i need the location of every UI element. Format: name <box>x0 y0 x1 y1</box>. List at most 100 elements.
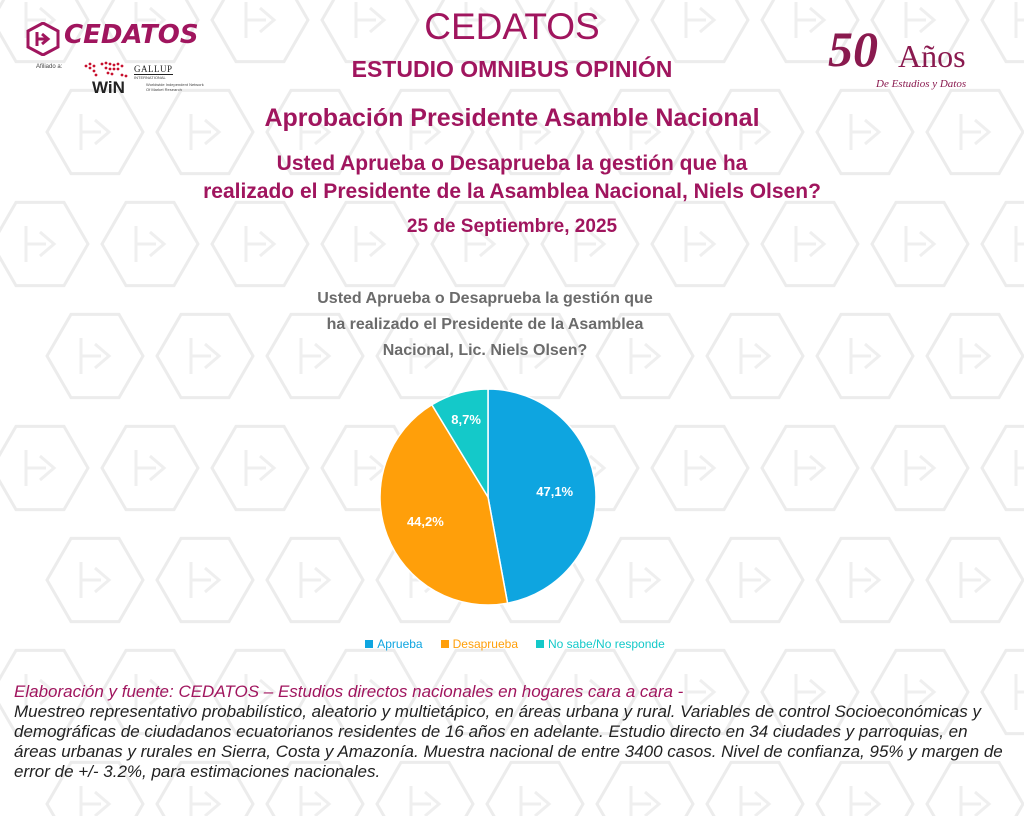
watermark-arrow <box>134 450 167 486</box>
watermark-hexagon <box>155 312 255 400</box>
watermark-hexagon <box>870 648 970 736</box>
chart-title-line-2: ha realizado el Presidente de la Asamble… <box>326 316 644 333</box>
brand-title: CEDATOS <box>424 6 600 47</box>
watermark-hexagon <box>485 88 585 176</box>
watermark-arrow <box>79 562 112 598</box>
page-heading: Aprobación Presidente Asamble Nacional <box>264 104 760 132</box>
watermark-hexagon <box>925 536 1024 624</box>
watermark-arrow <box>629 562 662 598</box>
watermark-arrow <box>299 114 332 150</box>
watermark-hexagon <box>870 0 970 64</box>
watermark-hexagon <box>980 200 1024 288</box>
watermark-hexagon <box>210 424 310 512</box>
watermark-arrow <box>79 786 112 816</box>
watermark-arrow <box>794 226 827 262</box>
watermark-arrow <box>629 338 662 374</box>
watermark-hexagon <box>760 200 860 288</box>
watermark-arrow <box>409 786 442 816</box>
watermark-hexagon <box>45 760 145 816</box>
watermark-arrow <box>849 338 882 374</box>
watermark-hexagon <box>485 312 585 400</box>
watermark-hexagon <box>760 424 860 512</box>
watermark-arrow <box>464 2 497 38</box>
watermark-hexagon <box>0 200 90 288</box>
watermark-arrow <box>629 786 662 816</box>
watermark-arrow <box>794 2 827 38</box>
pie-slice-aprueba <box>487 388 597 605</box>
watermark-arrow <box>354 674 387 710</box>
chart-title-line-1: Usted Aprueba o Desaprueba la gestión qu… <box>317 290 653 307</box>
watermark-hexagon <box>925 760 1024 816</box>
watermark-hexagon <box>45 536 145 624</box>
watermark-hexagon <box>485 760 585 816</box>
watermark-arrow <box>1014 450 1024 486</box>
win-subtext: Worldwide Independent Network Of Market … <box>146 82 204 92</box>
legend-item: Aprueba <box>365 637 423 651</box>
survey-question: Usted Aprueba o Desaprueba la gestión qu… <box>0 150 1024 206</box>
affiliation-label: Afiliado a: <box>36 64 63 70</box>
watermark-arrow <box>519 114 552 150</box>
watermark-arrow <box>574 674 607 710</box>
watermark-arrow <box>1014 226 1024 262</box>
watermark-hexagon <box>210 0 310 64</box>
watermark-hexagon <box>650 200 750 288</box>
pie-data-label: 8,7% <box>451 412 481 427</box>
watermark-arrow <box>1014 674 1024 710</box>
footer-methodology-text: Muestreo representativo probabilístico, … <box>14 702 1003 781</box>
legend-swatch <box>365 640 374 648</box>
watermark-arrow <box>574 2 607 38</box>
watermark-arrow <box>904 2 937 38</box>
watermark-hexagon <box>760 648 860 736</box>
watermark-hexagon <box>540 0 640 64</box>
watermark-hexagon <box>430 648 530 736</box>
cedatos-hexagon-icon <box>26 22 60 56</box>
watermark-hexagon <box>265 536 365 624</box>
watermark-arrow <box>189 786 222 816</box>
watermark-hexagon <box>540 648 640 736</box>
pie-data-label: 47,1% <box>536 484 573 499</box>
watermark-arrow <box>904 450 937 486</box>
watermark-hexagon <box>815 760 915 816</box>
watermark-arrow <box>299 562 332 598</box>
watermark-hexagon <box>595 536 695 624</box>
watermark-hexagon <box>375 760 475 816</box>
watermark-arrow <box>354 2 387 38</box>
watermark-hexagon <box>430 200 530 288</box>
methodology-footer: Elaboración y fuente: CEDATOS – Estudios… <box>14 682 1014 782</box>
watermark-hexagon <box>320 0 420 64</box>
watermark-hexagon <box>815 88 915 176</box>
win-logo-text: WiN <box>92 78 125 97</box>
watermark-arrow <box>959 338 992 374</box>
watermark-arrow <box>79 114 112 150</box>
anniversary-subtitle: De Estudios y Datos <box>876 78 967 90</box>
watermark-arrow <box>189 114 222 150</box>
watermark-arrow <box>354 226 387 262</box>
watermark-hexagon <box>100 424 200 512</box>
gallup-subtext: INTERNATIONAL <box>134 75 166 80</box>
watermark-hexagon <box>320 200 420 288</box>
watermark-arrow <box>299 786 332 816</box>
cedatos-logo-text: CEDATOS <box>64 20 199 50</box>
watermark-hexagon <box>595 760 695 816</box>
watermark-arrow <box>574 226 607 262</box>
legend-swatch <box>440 640 449 648</box>
pie-slice-desaprueba <box>379 403 509 606</box>
watermark-hexagon <box>100 0 200 64</box>
watermark-arrow <box>189 338 222 374</box>
watermark-hexagon <box>925 88 1024 176</box>
watermark-arrow <box>959 114 992 150</box>
watermark-hexagon <box>45 88 145 176</box>
watermark-hexagon <box>265 312 365 400</box>
watermark-arrow <box>134 2 167 38</box>
watermark-arrow <box>409 338 442 374</box>
watermark-hexagon <box>595 88 695 176</box>
gallup-logo-text: GALLUP <box>134 64 173 75</box>
watermark-arrow <box>849 114 882 150</box>
watermark-hexagon <box>815 536 915 624</box>
watermark-arrow <box>849 786 882 816</box>
watermark-arrow <box>739 562 772 598</box>
watermark-arrow <box>24 674 57 710</box>
pie-data-label: 44,2% <box>407 514 444 529</box>
watermark-arrow <box>519 338 552 374</box>
watermark-hexagon <box>540 200 640 288</box>
